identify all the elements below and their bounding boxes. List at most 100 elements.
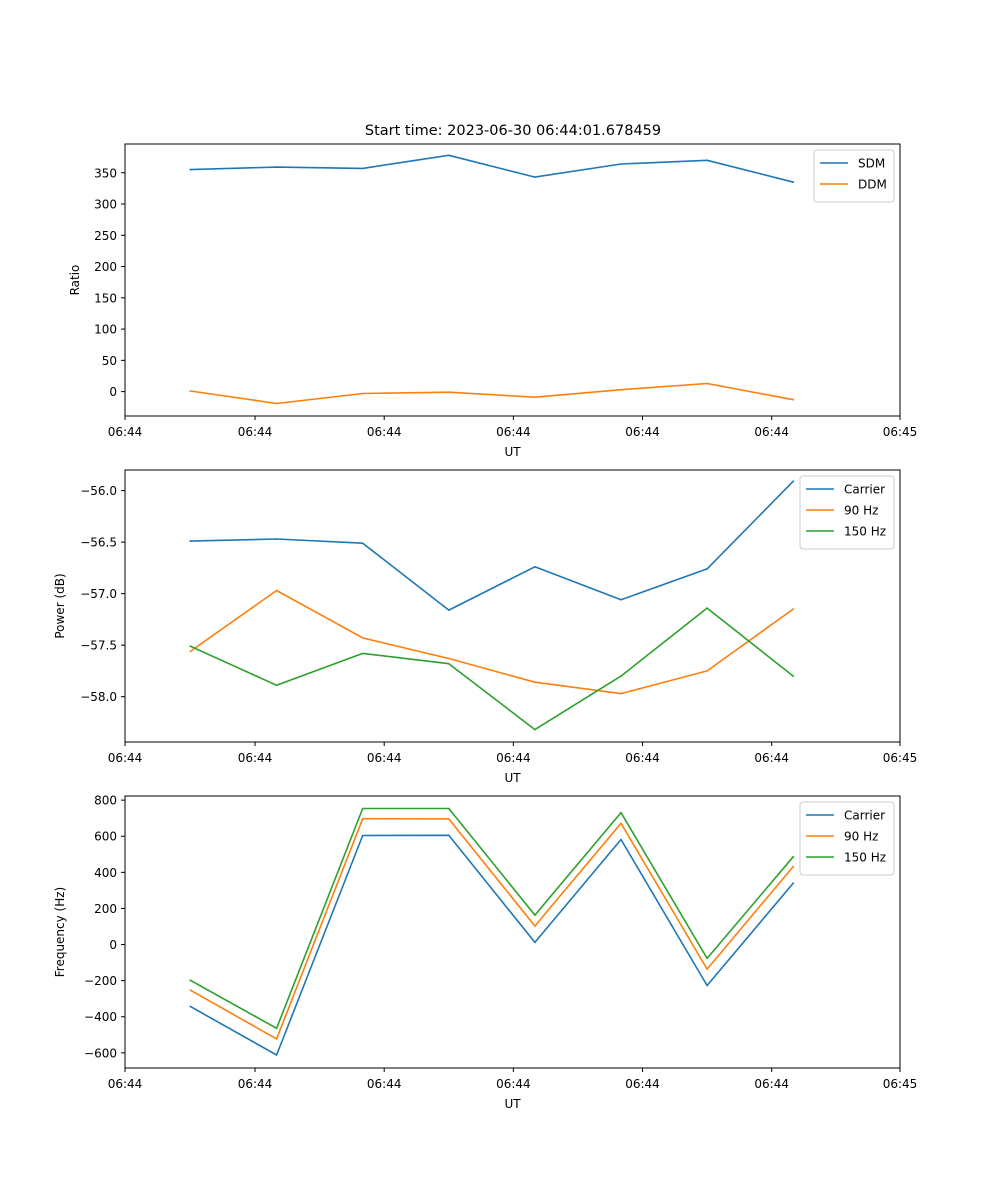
data-point-2-2-1 [189, 650, 192, 653]
y-tick-label: −57.0 [80, 587, 117, 601]
x-axis-label: UT [504, 771, 521, 785]
data-point-2-2-7 [706, 670, 708, 672]
legend-label-1: Carrier [844, 483, 885, 497]
chart-panel-2: 06:44 06:44 06:44 06:44 06:44 06:44 06:45 −58.0… [53, 469, 918, 785]
data-point-3-2-8 [792, 865, 794, 868]
data-point-3-1-2 [275, 1054, 278, 1056]
y-tick-label: 200 [94, 260, 117, 274]
y-tick-label: 0 [109, 938, 117, 952]
series-line-2-3 [189, 607, 795, 731]
series-line-1-1 [189, 154, 795, 184]
x-tick-label: 06:44 [754, 751, 789, 765]
data-point-3-1-8 [792, 882, 794, 884]
x-tick-label: 06:44 [367, 1077, 402, 1091]
data-point-2-2-5 [534, 681, 536, 683]
data-point-2-2-2 [275, 589, 278, 592]
y-tick-label: −57.5 [80, 639, 117, 653]
data-point-1-2-5 [534, 396, 536, 399]
data-point-3-1-4 [448, 834, 450, 837]
legend-label-3: 150 Hz [844, 851, 886, 865]
x-tick-label: 06:44 [108, 425, 143, 439]
figure-title: Start time: 2023-06-30 06:44:01.678459 [365, 123, 661, 139]
x-tick-label: 06:44 [108, 751, 143, 765]
data-point-3-3-8 [792, 856, 794, 858]
data-point-2-1-7 [706, 568, 708, 570]
legend-label-2: 90 Hz [844, 830, 878, 844]
x-tick-label: 06:44 [754, 1077, 789, 1091]
data-point-2-1-4 [448, 609, 450, 611]
data-point-3-2-7 [706, 968, 708, 970]
data-point-2-1-6 [620, 599, 622, 601]
x-tick-label: 06:44 [625, 425, 660, 439]
y-tick-label: −56.0 [80, 484, 117, 498]
legend-label-2: 90 Hz [844, 504, 878, 518]
data-point-3-3-1 [189, 979, 192, 982]
data-point-2-1-5 [534, 566, 536, 568]
data-point-2-1-3 [361, 542, 364, 544]
data-point-1-1-3 [361, 167, 364, 170]
plot-frame [124, 795, 901, 1069]
plot-frame [124, 143, 901, 417]
data-point-3-1-3 [361, 834, 364, 837]
data-point-1-1-2 [275, 166, 278, 168]
data-point-2-2-4 [448, 657, 450, 660]
data-point-3-3-6 [620, 811, 622, 814]
data-point-2-3-4 [448, 662, 450, 665]
data-point-1-2-6 [620, 388, 622, 391]
data-point-2-1-8 [792, 480, 794, 483]
y-tick-label: 800 [94, 794, 117, 808]
series-line-2-1 [189, 480, 795, 611]
legend: Carrier 90 Hz 150 Hz [799, 801, 895, 876]
series-line-3-3 [189, 807, 795, 1030]
x-tick-label: 06:44 [754, 425, 789, 439]
data-point-2-3-6 [620, 675, 622, 677]
series-line-1-2 [189, 382, 795, 405]
x-tick-label: 06:44 [625, 751, 660, 765]
data-point-1-2-7 [706, 382, 708, 385]
data-point-2-3-2 [275, 684, 278, 687]
x-tick-label: 06:45 [883, 751, 918, 765]
data-point-3-3-7 [706, 957, 708, 960]
series-line-2-2 [189, 589, 795, 695]
data-point-3-2-4 [448, 818, 450, 820]
data-point-3-2-6 [620, 822, 622, 825]
x-tick-label: 06:44 [496, 1077, 531, 1091]
legend-label-1: SDM [858, 157, 885, 171]
data-point-2-3-7 [706, 607, 708, 609]
y-tick-label: 150 [94, 291, 117, 305]
legend: SDM DDM [813, 149, 895, 203]
chart-panel-3: 06:44 06:44 06:44 06:44 06:44 06:44 06:45 −600 −… [53, 794, 917, 1111]
y-tick-label: 400 [94, 866, 117, 880]
data-point-3-1-7 [706, 984, 708, 987]
legend-label-3: 150 Hz [844, 525, 886, 539]
data-point-3-2-3 [361, 817, 364, 820]
y-tick-label: −600 [84, 1046, 117, 1060]
data-point-1-1-6 [620, 163, 622, 165]
data-point-1-1-1 [189, 168, 192, 171]
y-tick-label: 300 [94, 198, 117, 212]
series-line-3-1 [189, 834, 795, 1056]
data-point-2-1-2 [275, 538, 278, 540]
data-point-1-2-8 [792, 398, 794, 401]
x-tick-label: 06:44 [108, 1077, 143, 1091]
x-tick-label: 06:44 [238, 751, 273, 765]
x-tick-label: 06:44 [367, 751, 402, 765]
x-tick-label: 06:44 [367, 425, 402, 439]
data-point-2-3-3 [361, 652, 364, 655]
data-point-1-1-7 [706, 159, 708, 162]
legend-label-1: Carrier [844, 809, 885, 823]
data-point-3-2-5 [534, 925, 536, 927]
series-line-3-2 [189, 817, 795, 1040]
x-tick-label: 06:44 [238, 425, 273, 439]
y-tick-label: 200 [94, 902, 117, 916]
chart-panel-1: 06:44 06:44 06:44 06:44 06:44 06:44 06:45 0 50 10… [68, 143, 917, 459]
data-point-1-1-4 [448, 154, 450, 157]
x-axis-label: UT [504, 1097, 521, 1111]
data-point-2-3-8 [792, 675, 794, 677]
legend: Carrier 90 Hz 150 Hz [799, 475, 895, 550]
data-point-1-2-4 [448, 391, 450, 394]
x-tick-label: 06:44 [496, 425, 531, 439]
y-tick-label: −400 [84, 1010, 117, 1024]
x-axis-label: UT [504, 445, 521, 459]
